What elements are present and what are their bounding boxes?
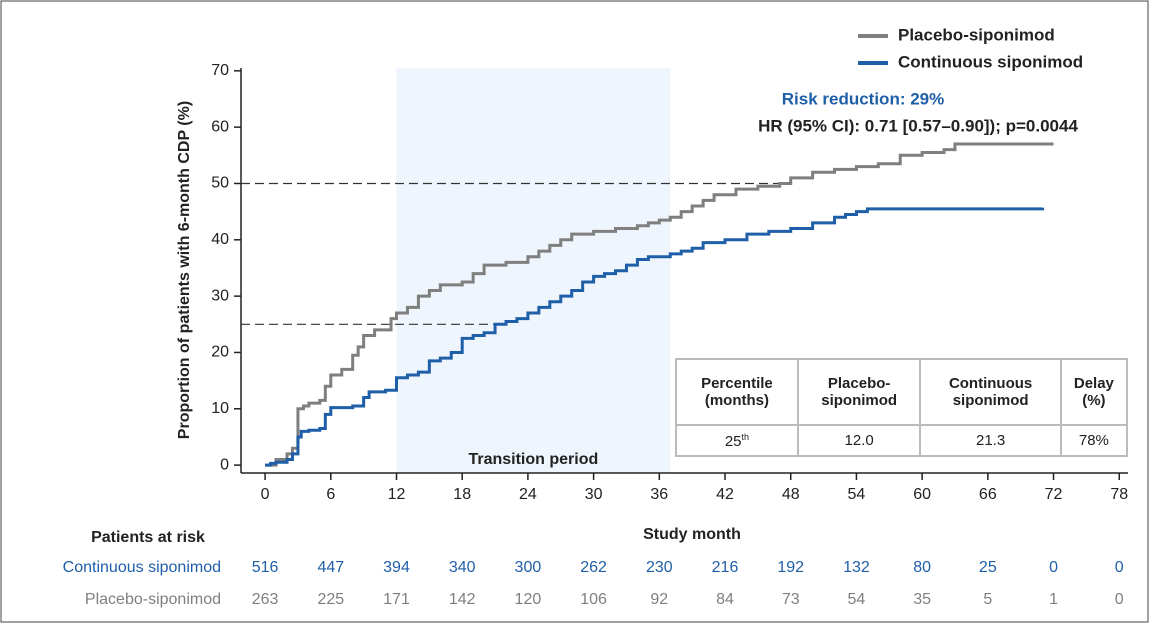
risk-count: 516 bbox=[252, 559, 279, 576]
x-tick-label: 12 bbox=[388, 486, 406, 503]
x-tick-label: 0 bbox=[261, 486, 270, 503]
y-tick-label: 50 bbox=[211, 175, 229, 192]
risk-count: 5 bbox=[983, 591, 992, 608]
x-tick-label: 78 bbox=[1110, 486, 1128, 503]
series-line bbox=[265, 142, 1054, 467]
risk-count: 447 bbox=[317, 559, 344, 576]
x-tick-label: 24 bbox=[519, 486, 537, 503]
risk-count: 142 bbox=[449, 591, 476, 608]
risk-count: 80 bbox=[913, 559, 931, 576]
region-label: Transition period bbox=[468, 451, 598, 468]
risk-row-name: Placebo-siponimod bbox=[85, 591, 221, 608]
risk-count: 120 bbox=[515, 591, 542, 608]
annotation: Risk reduction: 29% bbox=[782, 89, 945, 108]
x-tick-label: 48 bbox=[782, 486, 800, 503]
x-tick-label: 60 bbox=[913, 486, 931, 503]
risk-count: 394 bbox=[383, 559, 410, 576]
y-tick-label: 70 bbox=[211, 62, 229, 79]
x-axis-label: Study month bbox=[643, 526, 741, 543]
annotation: HR (95% CI): 0.71 [0.57–0.90]); p=0.0044 bbox=[758, 116, 1078, 135]
legend-label: Placebo-siponimod bbox=[898, 25, 1055, 44]
risk-count: 300 bbox=[515, 559, 542, 576]
risk-count: 84 bbox=[716, 591, 734, 608]
y-tick-label: 40 bbox=[211, 231, 229, 248]
table-cell: 25th bbox=[675, 424, 799, 457]
table-header: Continuous siponimod bbox=[919, 358, 1062, 426]
x-tick-label: 6 bbox=[326, 486, 335, 503]
risk-count: 192 bbox=[777, 559, 804, 576]
risk-count: 73 bbox=[782, 591, 800, 608]
y-tick-label: 0 bbox=[220, 456, 229, 473]
risk-count: 35 bbox=[913, 591, 931, 608]
percentile-table: Percentile (months) Placebo-siponimod Co… bbox=[675, 358, 1129, 457]
x-tick-label: 54 bbox=[848, 486, 866, 503]
risk-count: 340 bbox=[449, 559, 476, 576]
risk-count: 216 bbox=[712, 559, 739, 576]
y-tick-label: 10 bbox=[211, 400, 229, 417]
y-axis-label: Proportion of patients with 6-month CDP … bbox=[176, 101, 193, 439]
risk-count: 263 bbox=[252, 591, 279, 608]
table-header: Percentile (months) bbox=[675, 358, 799, 426]
table-header: Delay (%) bbox=[1059, 358, 1129, 426]
table-cell: 12.0 bbox=[796, 424, 922, 457]
risk-count: 171 bbox=[383, 591, 410, 608]
x-tick-label: 42 bbox=[716, 486, 734, 503]
x-tick-label: 30 bbox=[585, 486, 603, 503]
risk-count: 262 bbox=[580, 559, 607, 576]
y-tick-label: 60 bbox=[211, 118, 229, 135]
risk-count: 230 bbox=[646, 559, 673, 576]
table-header: Placebo-siponimod bbox=[796, 358, 922, 426]
risk-table-title: Patients at risk bbox=[91, 529, 205, 546]
x-tick-label: 72 bbox=[1045, 486, 1063, 503]
risk-count: 106 bbox=[580, 591, 607, 608]
risk-count: 92 bbox=[650, 591, 668, 608]
x-tick-label: 66 bbox=[979, 486, 997, 503]
risk-count: 25 bbox=[979, 559, 997, 576]
table-cell: 21.3 bbox=[919, 424, 1062, 457]
y-tick-label: 20 bbox=[211, 344, 229, 361]
shaded-region bbox=[396, 68, 671, 473]
x-tick-label: 18 bbox=[453, 486, 471, 503]
risk-count: 132 bbox=[843, 559, 870, 576]
risk-count: 0 bbox=[1115, 591, 1124, 608]
x-tick-label: 36 bbox=[650, 486, 668, 503]
table-cell: 78% bbox=[1059, 424, 1129, 457]
risk-row-name: Continuous siponimod bbox=[63, 559, 221, 576]
series-line bbox=[265, 207, 1045, 467]
risk-count: 0 bbox=[1115, 559, 1124, 576]
risk-count: 225 bbox=[317, 591, 344, 608]
legend-label: Continuous siponimod bbox=[898, 52, 1083, 71]
risk-count: 0 bbox=[1049, 559, 1058, 576]
suffix: th bbox=[741, 431, 750, 442]
risk-count: 54 bbox=[848, 591, 866, 608]
risk-count: 1 bbox=[1049, 591, 1058, 608]
y-tick-label: 30 bbox=[211, 287, 229, 304]
percentile: 25 bbox=[724, 432, 742, 450]
